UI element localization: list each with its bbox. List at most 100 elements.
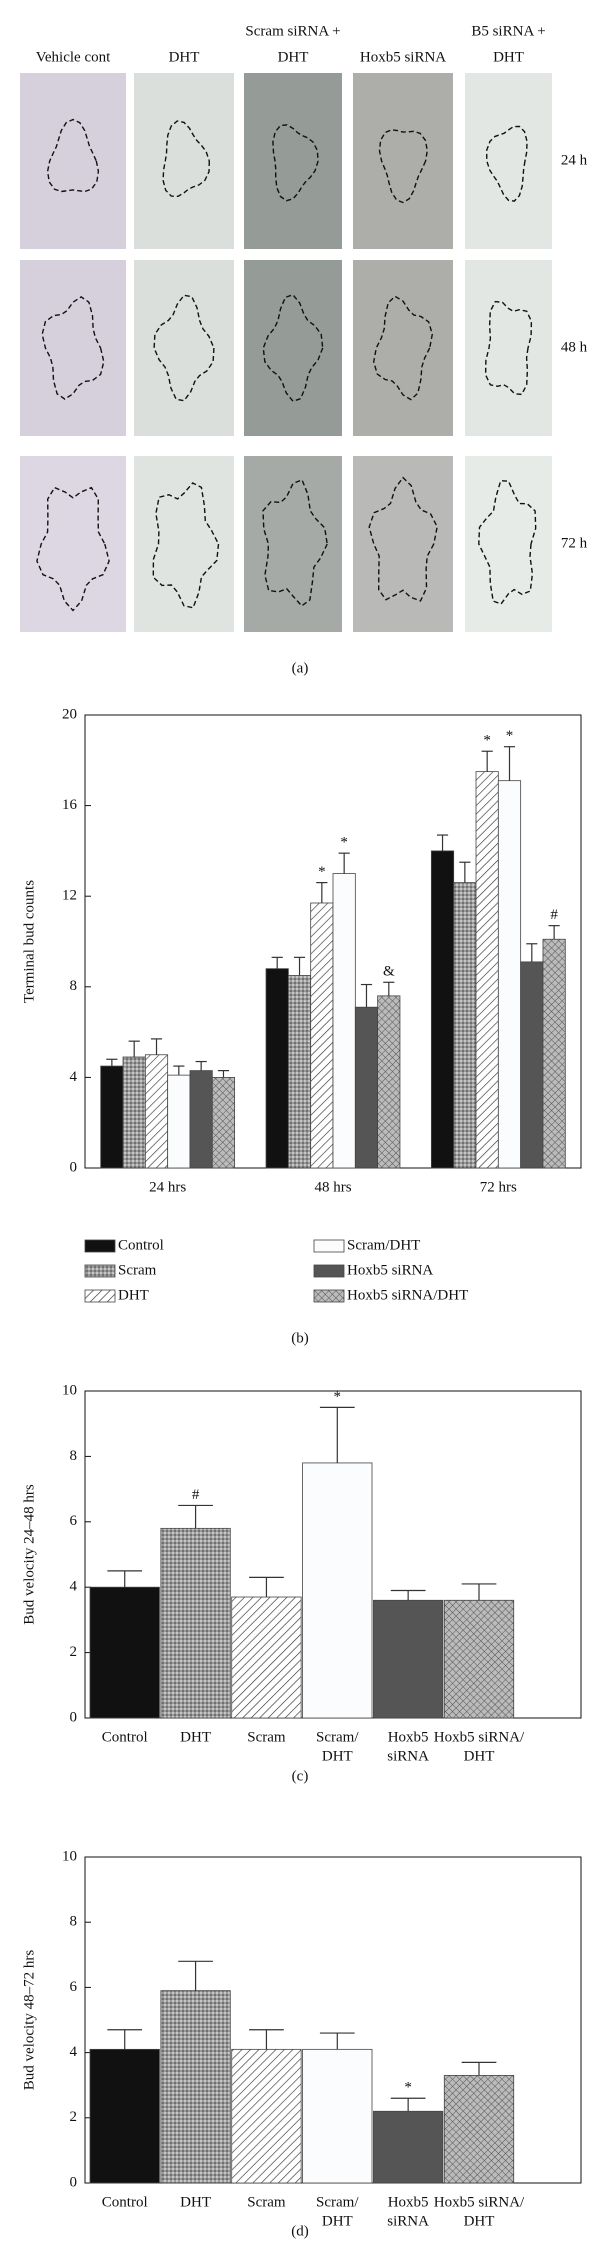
y-tick-label: 8 xyxy=(70,1914,78,1930)
column-header: DHT xyxy=(278,49,309,65)
x-tick-label: Hoxb5 xyxy=(388,1729,429,1745)
significance-label: * xyxy=(506,728,514,744)
bar xyxy=(310,902,334,1169)
micrograph xyxy=(353,73,453,249)
bud-outline xyxy=(368,476,438,602)
y-tick-label: 0 xyxy=(70,1709,78,1725)
y-tick-label: 0 xyxy=(70,2174,78,2190)
bar xyxy=(89,1586,160,1719)
significance-label: * xyxy=(404,2080,412,2096)
bud-outline xyxy=(262,478,328,607)
bar xyxy=(231,1596,302,1719)
significance-label: # xyxy=(192,1487,200,1503)
bar xyxy=(453,882,477,1169)
x-tick-label: Scram xyxy=(247,1729,286,1745)
x-tick-label: DHT xyxy=(322,2213,353,2229)
x-tick-label: siRNA xyxy=(387,1748,429,1764)
bar xyxy=(430,850,455,1169)
x-tick-label: Scram/ xyxy=(316,1729,359,1745)
legend-swatch xyxy=(313,1239,345,1253)
panel-caption: (c) xyxy=(292,1768,309,1784)
row-label: 72 h xyxy=(561,535,588,551)
x-tick-label: Scram/ xyxy=(316,2194,359,2210)
y-axis-label: Bud velocity 24–48 hrs xyxy=(21,1484,37,1625)
y-tick-label: 4 xyxy=(70,1579,78,1595)
x-tick-label: DHT xyxy=(464,1748,495,1764)
bar xyxy=(332,873,356,1169)
bar xyxy=(167,1074,191,1169)
x-tick-label: DHT xyxy=(180,2194,211,2210)
x-tick-label: 24 hrs xyxy=(149,1179,186,1195)
legend-label: Scram xyxy=(118,1262,157,1278)
row-label: 24 h xyxy=(561,152,588,168)
bud-outline xyxy=(153,294,215,402)
x-tick-label: DHT xyxy=(322,1748,353,1764)
significance-label: * xyxy=(340,835,348,851)
bar xyxy=(302,1462,373,1719)
bar xyxy=(100,1065,124,1169)
y-tick-label: 10 xyxy=(62,1848,77,1864)
bud-outline xyxy=(162,120,210,198)
micrograph xyxy=(465,456,552,632)
bar xyxy=(542,938,566,1169)
bar xyxy=(443,1599,515,1719)
x-tick-label: Scram xyxy=(247,2194,286,2210)
x-tick-label: 48 hrs xyxy=(314,1179,351,1195)
legend-swatch xyxy=(84,1264,116,1278)
y-tick-label: 8 xyxy=(70,978,78,994)
y-tick-label: 10 xyxy=(62,1382,77,1398)
panel-caption: (a) xyxy=(292,660,309,676)
bar xyxy=(89,2048,160,2184)
bar xyxy=(475,771,499,1169)
legend-label: Hoxb5 siRNA/DHT xyxy=(347,1287,468,1303)
legend-swatch xyxy=(313,1264,345,1278)
y-tick-label: 2 xyxy=(70,1644,78,1660)
column-header: Hoxb5 siRNA xyxy=(360,49,446,65)
bar xyxy=(231,2048,302,2184)
panel-caption: (b) xyxy=(291,1330,309,1346)
micrograph xyxy=(20,260,126,436)
y-axis-label: Terminal bud counts xyxy=(21,880,37,1003)
micrograph xyxy=(244,73,342,249)
bar xyxy=(373,2110,444,2184)
micrograph xyxy=(20,73,126,249)
bar xyxy=(354,1006,379,1169)
legend-label: Hoxb5 siRNA xyxy=(347,1262,433,1278)
column-header: Vehicle cont xyxy=(36,49,111,65)
row-label: 48 h xyxy=(561,339,588,355)
column-header: B5 siRNA + xyxy=(471,23,545,39)
column-header: DHT xyxy=(493,49,524,65)
column-header: Scram siRNA + xyxy=(245,23,340,39)
bud-outline xyxy=(485,125,528,202)
y-tick-label: 8 xyxy=(70,1448,78,1464)
legend-label: DHT xyxy=(118,1287,149,1303)
bar xyxy=(520,961,544,1169)
bud-outline xyxy=(372,295,434,401)
x-tick-label: Control xyxy=(102,1729,148,1745)
bar xyxy=(160,1990,231,2184)
x-tick-label: Control xyxy=(102,2194,148,2210)
x-tick-label: Hoxb5 xyxy=(388,2194,429,2210)
bud-outline xyxy=(478,480,537,605)
bud-outline xyxy=(41,296,105,400)
x-tick-label: DHT xyxy=(464,2213,495,2229)
bud-outline xyxy=(484,300,533,396)
significance-label: * xyxy=(318,864,326,880)
significance-label: * xyxy=(334,1389,342,1405)
micrograph xyxy=(353,456,453,632)
y-tick-label: 20 xyxy=(62,706,77,722)
legend-label: Scram/DHT xyxy=(347,1237,420,1253)
y-tick-label: 4 xyxy=(70,2044,78,2060)
y-tick-label: 12 xyxy=(62,888,77,904)
bar xyxy=(144,1054,169,1169)
y-tick-label: 6 xyxy=(70,1513,78,1529)
bud-outline xyxy=(46,118,100,193)
bud-outline xyxy=(262,293,324,403)
bar xyxy=(189,1070,213,1169)
bud-outline xyxy=(152,482,220,609)
bar xyxy=(160,1527,231,1719)
micrograph xyxy=(134,260,234,436)
bar xyxy=(302,2048,373,2184)
